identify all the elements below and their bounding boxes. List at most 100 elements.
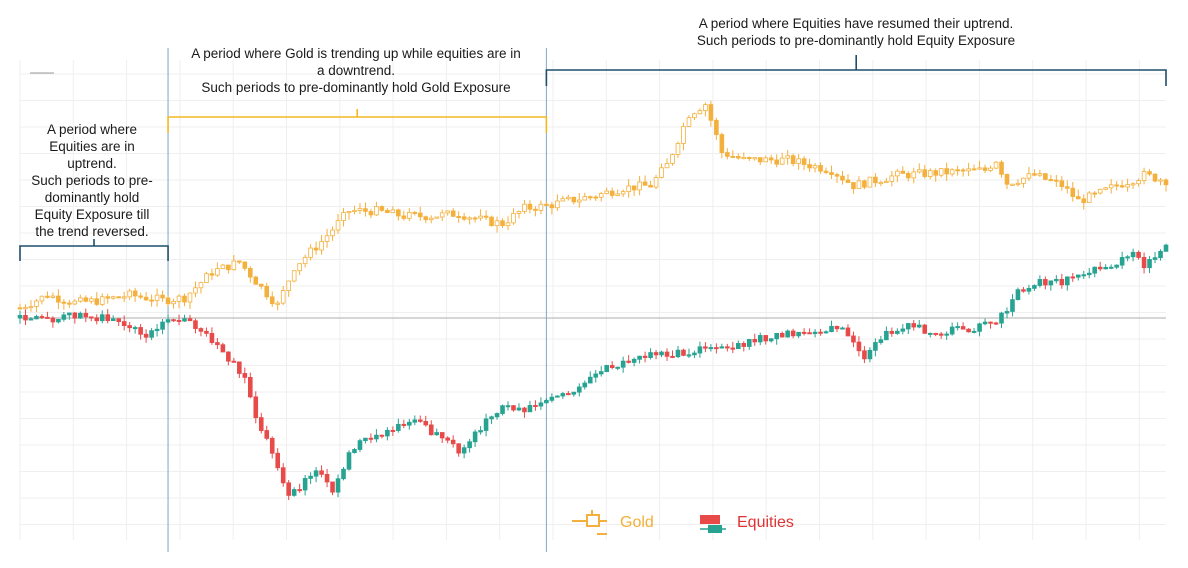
equities-candle <box>933 332 939 337</box>
equities-candle <box>428 420 434 436</box>
gold-candle <box>884 177 889 183</box>
equities-candle <box>121 315 127 331</box>
gold-candle <box>587 195 593 201</box>
equities-candle <box>812 329 818 338</box>
equities-candle <box>971 328 977 334</box>
equities-candle <box>209 327 215 345</box>
equities-candle <box>675 345 681 359</box>
equities-candle <box>456 443 461 457</box>
equities-candle <box>275 448 281 471</box>
gold-candle <box>845 174 851 184</box>
gold-candle <box>226 264 231 274</box>
gold-candle <box>648 180 653 188</box>
gold-candle <box>938 168 944 178</box>
equities-candle <box>357 438 363 453</box>
equities-candle <box>138 324 143 340</box>
gold-candle <box>461 212 467 222</box>
gold-candle <box>500 218 505 228</box>
gold-candle <box>741 152 747 160</box>
equities-candle <box>555 395 560 398</box>
equities-candle <box>132 325 138 334</box>
gold-candle <box>593 195 599 202</box>
equities-candle <box>736 340 741 350</box>
chart-legend <box>572 510 726 535</box>
gold-candle <box>560 195 566 202</box>
equities-candle <box>461 444 467 459</box>
equities-candle <box>533 400 538 411</box>
equities-candle <box>116 317 121 326</box>
equities-candle <box>319 465 324 478</box>
equities-candle <box>149 328 154 341</box>
equities-candle <box>324 468 330 488</box>
gold-candle <box>659 163 664 179</box>
equities-candle <box>730 341 736 354</box>
equities-candle <box>988 321 993 329</box>
equities-candle <box>878 335 884 345</box>
gold-candle <box>862 179 867 190</box>
equities-candle <box>450 435 456 448</box>
equities-candle <box>94 314 100 325</box>
gold-candle <box>187 292 193 310</box>
equities-candle <box>960 322 966 330</box>
equities-candle <box>1065 276 1070 291</box>
equities-candle <box>829 320 834 333</box>
equities-candle <box>714 343 719 354</box>
equities-candle <box>977 322 982 337</box>
equities-candle <box>900 323 906 335</box>
gold-candle <box>905 171 911 182</box>
equities-candle <box>549 393 555 403</box>
gold-candle <box>99 293 105 307</box>
equities-candle <box>220 342 226 353</box>
gold-candle <box>988 165 993 173</box>
gold-candle <box>291 270 297 283</box>
gold-candle <box>993 161 999 170</box>
equities-candle <box>927 332 933 338</box>
gold-candle <box>258 283 264 290</box>
equities-candle <box>522 406 527 418</box>
equities-candle <box>642 351 648 363</box>
equities-candle <box>297 483 302 493</box>
equities-candle <box>664 348 670 361</box>
equities-candle <box>423 415 429 427</box>
gold-candle <box>39 295 45 305</box>
gold-candle <box>944 162 949 182</box>
equities-candle <box>500 404 505 416</box>
gold-candle <box>61 298 67 310</box>
equities-candle <box>966 328 971 333</box>
equities-candle <box>1070 272 1076 282</box>
gold-candle <box>253 275 259 285</box>
annotation-right-line: Such periods to pre-dominantly hold Equi… <box>696 33 1016 48</box>
gold-candle <box>302 254 308 268</box>
equities-candle <box>670 350 675 359</box>
gold-candle <box>768 154 774 164</box>
equities-candle <box>165 314 171 325</box>
equities-candle <box>544 398 549 404</box>
equities-candle <box>88 316 94 322</box>
gold-candle <box>374 201 379 217</box>
gold-candle <box>818 162 823 174</box>
gold-candle <box>308 244 313 261</box>
gold-candle <box>1158 178 1163 186</box>
equities-candle <box>1015 287 1021 301</box>
equities-candle <box>105 309 111 324</box>
equities-candle <box>922 323 928 334</box>
gold-candle <box>330 226 335 241</box>
gold-candle <box>1070 182 1076 202</box>
equities-candle <box>516 403 522 412</box>
gold-candle <box>620 189 626 197</box>
gold-candle <box>505 216 511 231</box>
equities-candle <box>631 357 637 367</box>
gold-candle <box>231 254 237 271</box>
gold-candle <box>324 228 330 248</box>
equities-candle <box>884 326 889 341</box>
equities-candle <box>396 418 401 433</box>
equities-candle <box>269 436 275 459</box>
equities-candle <box>1163 243 1169 252</box>
bracket-left-phase <box>19 239 169 261</box>
equities-candle <box>505 401 511 411</box>
gold-candle <box>220 263 226 270</box>
equities-candle <box>653 350 659 360</box>
equities-candle <box>1097 261 1103 272</box>
equities-candle <box>982 318 988 326</box>
legend-label-equities: Equities <box>737 514 794 531</box>
